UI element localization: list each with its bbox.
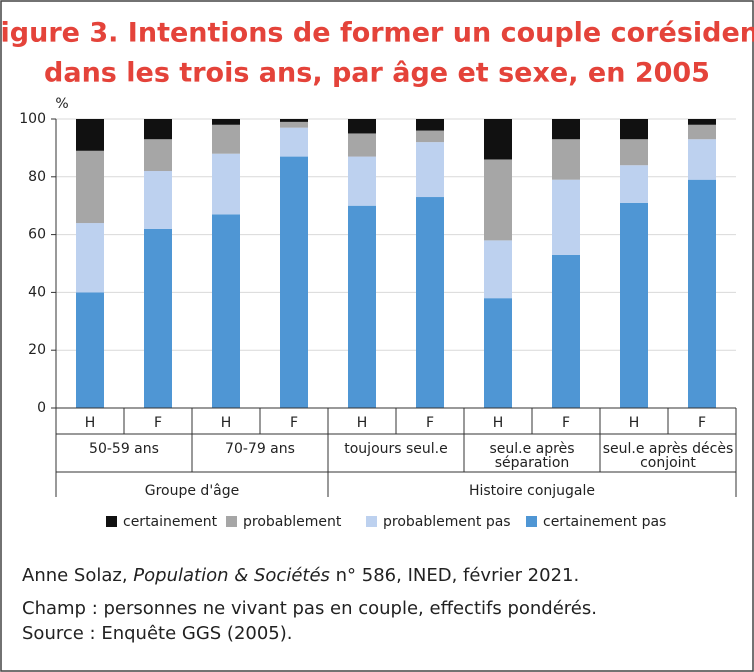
bar-segment (416, 130, 444, 143)
bar-segment (280, 121, 308, 128)
bar-segment (76, 119, 104, 151)
bar-segment (348, 119, 376, 134)
x-tick-label: H (357, 415, 368, 431)
bar-segment (552, 119, 580, 140)
y-tick-label: 80 (28, 169, 46, 185)
legend-label: probablement pas (383, 514, 511, 530)
bar-segment (688, 139, 716, 180)
citation-part: Anne Solaz, (22, 565, 133, 586)
legend-swatch (366, 516, 377, 527)
legend-label: certainement (123, 514, 218, 530)
y-tick-label: 0 (37, 400, 46, 416)
bar-segment (76, 150, 104, 224)
super-group-label: Histoire conjugale (469, 483, 595, 499)
legend-label: probablement (243, 514, 342, 530)
bar-segment (348, 205, 376, 408)
x-tick-label: F (426, 415, 434, 431)
chart-title: Figure 3. Intentions de former un couple… (0, 18, 754, 49)
bar-segment (76, 223, 104, 293)
x-tick-label: H (629, 415, 640, 431)
bar-segment (348, 133, 376, 157)
bar-segment (280, 119, 308, 122)
legend-swatch (106, 516, 117, 527)
bar-segment (552, 254, 580, 408)
bar-segment (144, 119, 172, 140)
group-label: seul.e après (489, 441, 574, 457)
y-tick-label: 100 (19, 111, 46, 127)
source-line: Champ : personnes ne vivant pas en coupl… (22, 598, 597, 619)
y-axis-label: % (55, 96, 68, 112)
bar-segment (416, 119, 444, 131)
group-label: toujours seul.e (344, 441, 448, 457)
bar-segment (552, 139, 580, 180)
bar-segment (620, 202, 648, 408)
bar-segment (416, 197, 444, 408)
bar-segment (484, 119, 512, 160)
group-label: seul.e après décès (603, 441, 734, 457)
source-line: Source : Enquête GGS (2005). (22, 623, 293, 644)
bar-segment (348, 156, 376, 206)
bar-segment (484, 298, 512, 408)
bar-segment (688, 124, 716, 140)
bar-segment (688, 179, 716, 408)
bar-segment (280, 127, 308, 157)
bar-segment (144, 228, 172, 408)
citation-part: Population & Sociétés (133, 565, 330, 586)
bar-segment (620, 165, 648, 203)
bar-segment (144, 139, 172, 172)
bar-segment (212, 214, 240, 408)
group-label: 70-79 ans (225, 441, 295, 457)
citation-part: n° 586, INED, février 2021. (330, 565, 579, 586)
y-tick-label: 60 (28, 227, 46, 243)
y-tick-label: 20 (28, 342, 46, 358)
bar-segment (552, 179, 580, 255)
bar-segment (212, 153, 240, 215)
bar-segment (484, 159, 512, 241)
legend-swatch (526, 516, 537, 527)
x-tick-label: F (698, 415, 706, 431)
bar-segment (620, 139, 648, 166)
bar-segment (212, 119, 240, 125)
bar-segment (144, 171, 172, 229)
chart-title: dans les trois ans, par âge et sexe, en … (44, 58, 710, 89)
legend-label: certainement pas (543, 514, 666, 530)
group-label: séparation (495, 455, 570, 471)
x-tick-label: F (562, 415, 570, 431)
y-tick-label: 40 (28, 284, 46, 300)
x-tick-label: F (154, 415, 162, 431)
bar-segment (620, 119, 648, 140)
bar-segment (280, 156, 308, 408)
source-citation: Anne Solaz, Population & Sociétés n° 586… (22, 565, 579, 586)
super-group-label: Groupe d'âge (145, 483, 240, 499)
x-tick-label: H (493, 415, 504, 431)
legend-swatch (226, 516, 237, 527)
group-label: 50-59 ans (89, 441, 159, 457)
bar-segment (212, 124, 240, 154)
group-label: conjoint (640, 455, 696, 471)
bar-segment (688, 119, 716, 125)
bar-segment (416, 142, 444, 198)
x-tick-label: H (85, 415, 96, 431)
x-tick-label: F (290, 415, 298, 431)
x-tick-label: H (221, 415, 232, 431)
bar-segment (484, 240, 512, 299)
bar-segment (76, 292, 104, 408)
